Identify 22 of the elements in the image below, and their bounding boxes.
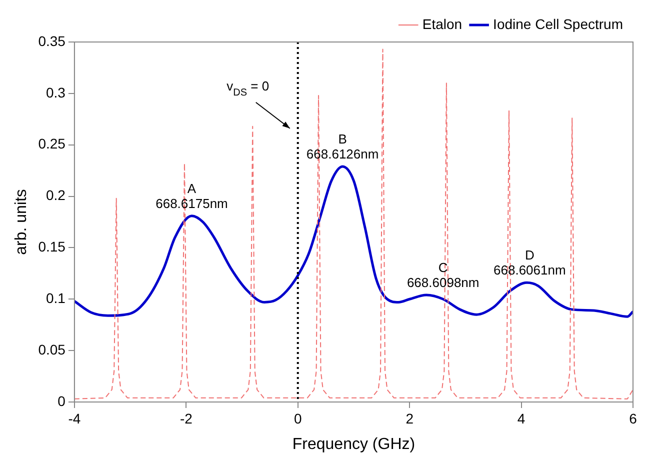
y-axis-title: arb. units [13, 189, 30, 255]
x-axis-title: Frequency (GHz) [292, 436, 416, 453]
annotation: A 668.6175nm [156, 180, 228, 211]
y-tick-label: 0 [58, 392, 66, 409]
y-tick-label: 0.25 [38, 136, 66, 152]
x-tick-label: 0 [294, 410, 302, 426]
x-tick-label: -4 [68, 410, 81, 426]
line-series [74, 48, 633, 400]
annotation: B 668.6126nm [306, 131, 379, 162]
y-tick-label: 0.2 [46, 187, 66, 204]
line-series [74, 165, 633, 318]
x-tick-label: 4 [517, 410, 526, 426]
y-tick-label: 0.3 [46, 84, 66, 100]
y-tick-label: 0.05 [38, 341, 66, 358]
y-tick-label: 0.35 [38, 32, 66, 49]
legend-label: Etalon [422, 16, 462, 32]
x-tick-label: 6 [629, 410, 638, 426]
y-tick-label: 0.1 [46, 290, 66, 306]
y-tick-label: 0.15 [38, 238, 66, 255]
x-tick-label: 2 [406, 410, 414, 426]
x-tick-label: -2 [180, 410, 193, 426]
legend-label: Iodine Cell Spectrum [493, 16, 623, 32]
